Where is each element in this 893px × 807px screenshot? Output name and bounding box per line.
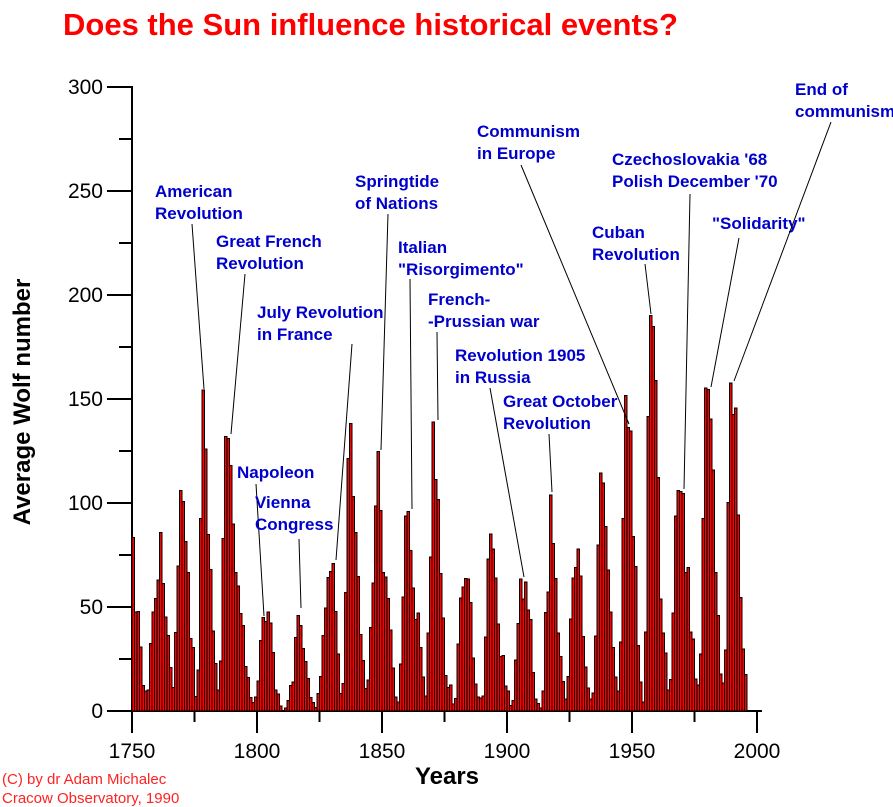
annotation-leader-line xyxy=(733,121,832,382)
annotation-text: End of xyxy=(795,80,848,99)
annotation-text: Great French xyxy=(216,232,322,251)
annotation-text: Polish December '70 xyxy=(612,172,778,191)
annotation-leader-line xyxy=(520,164,630,425)
bar xyxy=(361,660,365,712)
bar xyxy=(634,566,638,712)
bar xyxy=(421,676,425,712)
y-axis-title: Average Wolf number xyxy=(9,279,36,526)
annotation-text: French- xyxy=(428,290,490,309)
bar xyxy=(469,601,473,712)
bar xyxy=(691,638,695,712)
bar xyxy=(536,703,540,712)
annotation-text: Revolution xyxy=(503,414,591,433)
y-tick-label: 150 xyxy=(68,388,103,411)
bar xyxy=(506,690,510,712)
annotation-leader-line xyxy=(380,213,389,451)
annotation-text: communism xyxy=(795,102,893,121)
copyright-line1: (C) by dr Adam Michalec xyxy=(2,771,167,788)
bar xyxy=(656,476,660,712)
y-tick-label: 300 xyxy=(68,76,103,99)
y-tick-label: 200 xyxy=(68,284,103,307)
bar xyxy=(271,652,275,712)
annotation-text: Revolution 1905 xyxy=(455,346,585,365)
annotation-leader-line xyxy=(436,331,439,421)
x-tick-label: 1800 xyxy=(234,740,281,763)
chart-title: Does the Sun influence historical events… xyxy=(63,7,678,42)
bar xyxy=(191,646,195,712)
bar xyxy=(336,653,340,712)
annotation-text: Congress xyxy=(255,515,333,534)
annotation-text: Revolution xyxy=(592,245,680,264)
x-tick-label: 1900 xyxy=(484,740,531,763)
event-annotations: American Revolution Great French Revolution… xyxy=(155,80,893,617)
y-tick-label: 50 xyxy=(80,596,103,619)
annotation-text: Springtide xyxy=(355,172,439,191)
annotation-text: in France xyxy=(257,325,333,344)
annotation-leader-line xyxy=(298,538,302,609)
bar xyxy=(529,619,533,712)
bar xyxy=(531,671,535,712)
annotation-text: Cuban xyxy=(592,223,645,242)
x-tick-label: 1850 xyxy=(359,740,406,763)
bar xyxy=(449,684,453,712)
annotation-leader-line xyxy=(644,263,652,315)
bar xyxy=(139,646,143,712)
bar xyxy=(246,677,250,712)
annotation-leader-line xyxy=(710,237,740,388)
annotation-text: in Europe xyxy=(477,144,555,163)
annotation-text: Communism xyxy=(477,122,580,141)
bar xyxy=(391,667,395,712)
annotation-text: "Risorgimento" xyxy=(398,260,524,279)
annotation-text: American xyxy=(155,182,232,201)
annotation-text: Czechoslovakia '68 xyxy=(612,150,767,169)
bar xyxy=(561,681,565,712)
annotation-text: July Revolution xyxy=(257,303,384,322)
x-tick-label: 1750 xyxy=(109,740,156,763)
annotation-text: in Russia xyxy=(455,368,531,387)
bar xyxy=(716,615,720,712)
annotation-text: Italian xyxy=(398,238,447,257)
annotation-leader-line xyxy=(255,483,265,617)
bar xyxy=(279,705,283,712)
bar xyxy=(441,617,445,712)
annotation-text: -Prussian war xyxy=(428,312,540,331)
annotation-leader-line xyxy=(409,278,413,510)
axis-ticks: 0 50 100 150 200 250 300 1750 1800 1850 1900 1950 20… xyxy=(68,76,780,763)
annotation-leader-line xyxy=(489,387,525,578)
x-axis-title: Years xyxy=(415,763,479,790)
bar xyxy=(501,655,505,712)
x-tick-label: 1950 xyxy=(609,740,656,763)
x-tick-label: 2000 xyxy=(734,740,781,763)
y-tick-label: 250 xyxy=(68,180,103,203)
annotation-leader-line xyxy=(230,273,246,435)
annotation-leader-line xyxy=(683,193,691,490)
annotation-text: Great October xyxy=(503,392,618,411)
copyright-line2: Cracow Observatory, 1990 xyxy=(2,790,179,807)
y-tick-label: 100 xyxy=(68,492,103,515)
bar xyxy=(306,678,310,712)
bar xyxy=(276,693,280,712)
bar xyxy=(636,645,640,712)
annotation-text: Revolution xyxy=(216,254,304,273)
annotation-text: "Solidarity" xyxy=(712,214,806,233)
annotation-text: of Nations xyxy=(355,194,438,213)
annotation-text: Napoleon xyxy=(237,463,314,482)
annotation-leader-line xyxy=(191,223,205,390)
annotation-text: Vienna xyxy=(255,493,311,512)
bar xyxy=(744,674,748,712)
bar xyxy=(639,681,643,712)
annotation-leader-line xyxy=(548,433,553,493)
bars-group xyxy=(131,314,748,712)
annotation-text: Revolution xyxy=(155,204,243,223)
y-tick-label: 0 xyxy=(91,700,103,723)
annotation-leader-line xyxy=(335,343,353,561)
bar xyxy=(664,652,668,712)
bar xyxy=(214,663,218,712)
